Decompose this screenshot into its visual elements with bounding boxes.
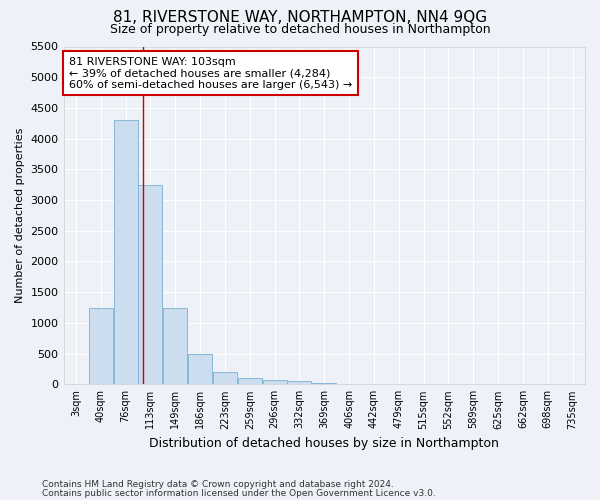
Text: 81, RIVERSTONE WAY, NORTHAMPTON, NN4 9QG: 81, RIVERSTONE WAY, NORTHAMPTON, NN4 9QG	[113, 10, 487, 25]
X-axis label: Distribution of detached houses by size in Northampton: Distribution of detached houses by size …	[149, 437, 499, 450]
Bar	[163, 308, 187, 384]
Bar	[139, 184, 163, 384]
Bar	[188, 354, 212, 384]
Text: Contains public sector information licensed under the Open Government Licence v3: Contains public sector information licen…	[42, 488, 436, 498]
Y-axis label: Number of detached properties: Number of detached properties	[15, 128, 25, 303]
Bar	[213, 372, 237, 384]
Bar	[89, 308, 113, 384]
Bar	[238, 378, 262, 384]
Text: Size of property relative to detached houses in Northampton: Size of property relative to detached ho…	[110, 22, 490, 36]
Bar	[287, 381, 311, 384]
Bar	[113, 120, 137, 384]
Text: 81 RIVERSTONE WAY: 103sqm
← 39% of detached houses are smaller (4,284)
60% of se: 81 RIVERSTONE WAY: 103sqm ← 39% of detac…	[69, 56, 352, 90]
Bar	[263, 380, 287, 384]
Text: Contains HM Land Registry data © Crown copyright and database right 2024.: Contains HM Land Registry data © Crown c…	[42, 480, 394, 489]
Bar	[312, 383, 337, 384]
